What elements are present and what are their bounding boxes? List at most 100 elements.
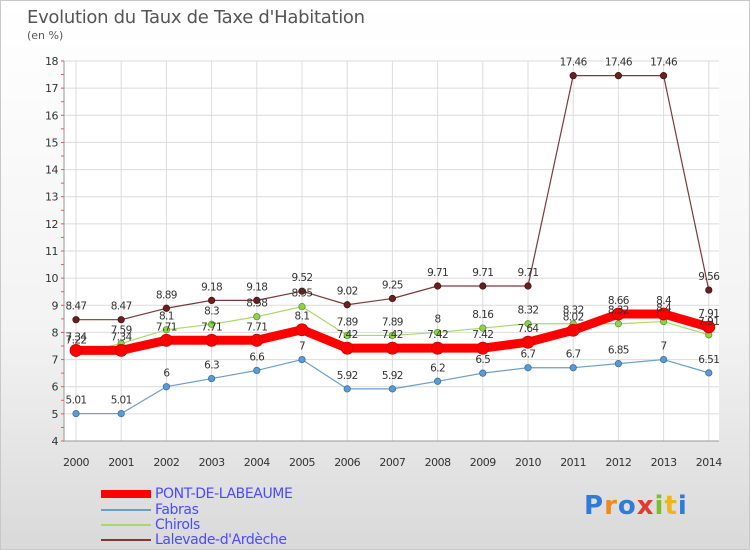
data-label: 8.32 xyxy=(518,305,539,317)
data-label: 9.18 xyxy=(246,281,267,293)
data-point xyxy=(659,72,668,80)
legend-item-lalevade-d-ardeche: Lalevade-d'Ardèche xyxy=(101,532,287,548)
data-label: 8.1 xyxy=(295,311,310,323)
data-point xyxy=(388,294,396,303)
data-label: 6.3 xyxy=(204,360,219,372)
data-point xyxy=(253,313,261,321)
data-label: 17.46 xyxy=(560,57,588,69)
data-label: 17.46 xyxy=(650,57,678,69)
y-tick-label: 14 xyxy=(45,164,58,177)
data-point xyxy=(433,377,442,385)
data-label: 8.1 xyxy=(159,311,174,323)
data-label: 6.6 xyxy=(249,351,265,363)
y-tick-label: 13 xyxy=(45,191,58,204)
data-point xyxy=(69,343,83,357)
data-label: 7.89 xyxy=(337,316,358,328)
data-label: 6.7 xyxy=(521,349,536,361)
data-label: 7.64 xyxy=(518,323,540,335)
x-tick-label: 2008 xyxy=(425,456,451,469)
data-point xyxy=(253,296,261,304)
data-point xyxy=(702,320,716,334)
y-tick-label: 10 xyxy=(45,272,58,285)
data-label: 8.32 xyxy=(563,305,584,317)
data-label: 7 xyxy=(661,341,667,353)
data-point xyxy=(479,369,487,377)
data-point xyxy=(343,331,351,340)
data-label: 5.92 xyxy=(382,370,403,382)
data-label: 7.71 xyxy=(246,321,267,333)
x-tick-label: 2003 xyxy=(199,456,225,469)
data-label: 8.58 xyxy=(246,298,267,310)
legend-label: Lalevade-d'Ardèche xyxy=(155,532,287,548)
data-point xyxy=(162,326,170,334)
legend-swatch xyxy=(101,539,151,541)
x-tick-label: 2007 xyxy=(379,456,405,469)
data-label: 7.42 xyxy=(472,329,493,341)
data-point xyxy=(479,324,487,332)
data-point xyxy=(385,341,399,355)
data-label: 7.89 xyxy=(382,316,403,328)
data-point xyxy=(298,355,306,364)
data-label: 6.7 xyxy=(566,349,581,361)
legend-swatch xyxy=(101,490,151,498)
data-label: 8.4 xyxy=(656,303,672,315)
x-tick-label: 2013 xyxy=(651,456,677,469)
y-tick-label: 16 xyxy=(45,109,58,122)
legend-swatch xyxy=(101,509,151,511)
data-point xyxy=(162,383,170,391)
data-point xyxy=(295,323,309,337)
data-label: 7.42 xyxy=(382,329,403,341)
x-tick-label: 2001 xyxy=(108,456,134,469)
data-point xyxy=(117,409,125,418)
data-label: 6.2 xyxy=(430,362,445,374)
data-label: 9.71 xyxy=(472,267,493,279)
y-tick-label: 7 xyxy=(52,354,59,367)
x-tick-label: 2005 xyxy=(289,456,315,469)
logo-letter: P xyxy=(584,491,605,521)
data-label: 9.52 xyxy=(292,272,313,284)
data-label: 8.02 xyxy=(563,311,584,323)
data-label: 6.5 xyxy=(475,354,490,366)
data-point xyxy=(479,282,487,290)
data-point xyxy=(659,355,668,364)
x-tick-label: 2012 xyxy=(605,456,631,469)
y-tick-label: 18 xyxy=(45,55,58,68)
data-label: 8.16 xyxy=(472,309,494,321)
data-point xyxy=(433,328,442,337)
data-point xyxy=(614,360,623,368)
data-label: 5.92 xyxy=(337,370,358,382)
data-point xyxy=(298,287,306,295)
data-label: 8.89 xyxy=(156,289,177,301)
data-point xyxy=(208,296,216,304)
chart-title: Evolution du Taux de Taxe d'Habitation xyxy=(27,7,365,28)
data-point xyxy=(205,333,219,347)
y-tick-label: 12 xyxy=(45,218,58,231)
data-point xyxy=(524,282,532,290)
data-point xyxy=(705,369,713,377)
data-label: 7.42 xyxy=(337,329,358,341)
data-point xyxy=(343,385,351,393)
data-label: 7.91 xyxy=(698,316,719,328)
logo-letter: i xyxy=(654,491,665,521)
data-label: 8.47 xyxy=(66,301,87,313)
data-point xyxy=(612,307,625,321)
data-label: 7.91 xyxy=(698,308,719,320)
data-point xyxy=(114,343,128,357)
line-chart: 4 5 6 7 8 9 10 11 12 13 14 15 16 17 18 2000 2001 2002 2003… xyxy=(45,55,723,469)
data-point xyxy=(431,341,445,355)
legend-label: Fabras xyxy=(155,502,199,518)
data-point xyxy=(388,385,396,393)
data-point xyxy=(614,320,623,328)
data-point xyxy=(72,409,80,418)
x-tick-label: 2014 xyxy=(696,456,722,469)
data-label: 6.85 xyxy=(608,345,629,357)
data-label: 8.3 xyxy=(204,305,219,317)
data-point xyxy=(433,282,442,290)
data-point xyxy=(117,316,125,324)
proxiti-logo: Proxiti xyxy=(584,491,688,521)
y-tick-label: 17 xyxy=(45,82,58,95)
x-tick-label: 2004 xyxy=(244,456,270,469)
logo-letter: i xyxy=(677,491,688,521)
data-label: 17.46 xyxy=(605,57,633,69)
data-label: 7.71 xyxy=(201,321,222,333)
